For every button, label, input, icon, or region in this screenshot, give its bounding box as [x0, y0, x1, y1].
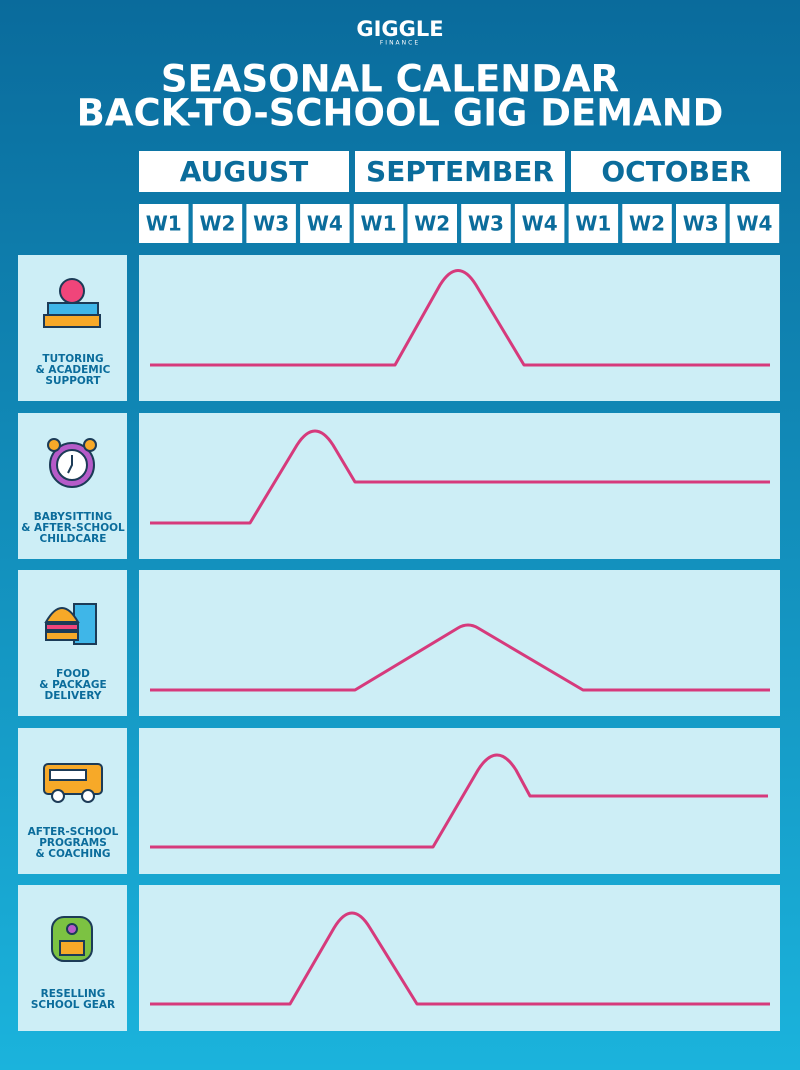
icon-part [51, 789, 65, 803]
week-label: W3 [468, 212, 504, 236]
row-label: SCHOOL GEAR [31, 999, 115, 1011]
icon [51, 916, 93, 962]
row-label: PROGRAMS [39, 837, 107, 849]
row-label: AFTER-SCHOOL [28, 826, 119, 838]
week-label: W4 [736, 212, 772, 236]
icon-part [49, 769, 87, 781]
week-box [514, 204, 565, 243]
icon-part [44, 607, 80, 623]
month-label: AUGUST [180, 155, 309, 188]
demand-curve [150, 269, 770, 367]
week-label: W3 [253, 212, 289, 236]
week-box [407, 204, 457, 243]
week-label: W2 [629, 212, 665, 236]
row-label: CHILDCARE [40, 533, 107, 545]
icon [43, 278, 101, 328]
row-label: DELIVERY [45, 690, 102, 702]
week-box [139, 204, 189, 243]
row-chart-box [139, 570, 780, 716]
week-box [353, 204, 404, 243]
icon-part [83, 438, 97, 452]
logo-sub: FINANCE [380, 40, 420, 47]
month-box [355, 151, 565, 192]
row-label: & AFTER-SCHOOL [21, 522, 125, 534]
week-box [461, 204, 511, 243]
week-box [676, 204, 726, 243]
row-label: RESELLING [41, 988, 106, 1000]
demand-curve [150, 911, 770, 1006]
icon [44, 603, 97, 645]
week-label: W1 [575, 212, 611, 236]
week-label: W4 [522, 212, 558, 236]
week-label: W2 [199, 212, 235, 236]
week-box [192, 204, 243, 243]
title: SEASONAL CALENDAR [161, 58, 619, 101]
month-box [139, 151, 349, 192]
icon [43, 763, 103, 803]
row-label: SUPPORT [45, 375, 101, 387]
row-label: BABYSITTING [34, 511, 113, 523]
icon-part [45, 623, 79, 631]
week-box [622, 204, 672, 243]
week-box [568, 204, 619, 243]
week-label: W3 [683, 212, 719, 236]
month-box [571, 151, 781, 192]
week-box [300, 204, 350, 243]
icon-part [47, 438, 61, 452]
row-label: FOOD [56, 668, 90, 680]
week-label: W1 [361, 212, 397, 236]
icon-part [67, 455, 73, 474]
row-chart-box [139, 255, 780, 401]
week-label: W1 [146, 212, 182, 236]
week-box [246, 204, 296, 243]
row-label: & ACADEMIC [36, 364, 111, 376]
demand-curve [150, 753, 768, 849]
icon-part [81, 789, 95, 803]
title: BACK-TO-SCHOOL GIG DEMAND [77, 92, 724, 135]
row-label: TUTORING [42, 353, 103, 365]
icon-part [59, 940, 85, 956]
icon-part [45, 631, 79, 641]
logo: GIGGLE [356, 17, 443, 41]
week-label: W4 [307, 212, 343, 236]
row-label-box [18, 570, 127, 716]
demand-curve [150, 429, 770, 525]
demand-curve [150, 623, 770, 692]
icon-part [47, 302, 99, 316]
row-label: & COACHING [35, 848, 110, 860]
row-label-box [18, 728, 127, 874]
row-chart-box [139, 885, 780, 1031]
row-label: & PACKAGE [39, 679, 106, 691]
week-label: W2 [414, 212, 450, 236]
row-chart-box [139, 413, 780, 559]
week-box [729, 204, 780, 243]
icon-part [66, 923, 78, 935]
month-label: OCTOBER [601, 155, 750, 188]
icon-part [43, 314, 101, 328]
month-label: SEPTEMBER [366, 155, 554, 188]
icon [47, 438, 97, 488]
icon-part [59, 278, 85, 304]
